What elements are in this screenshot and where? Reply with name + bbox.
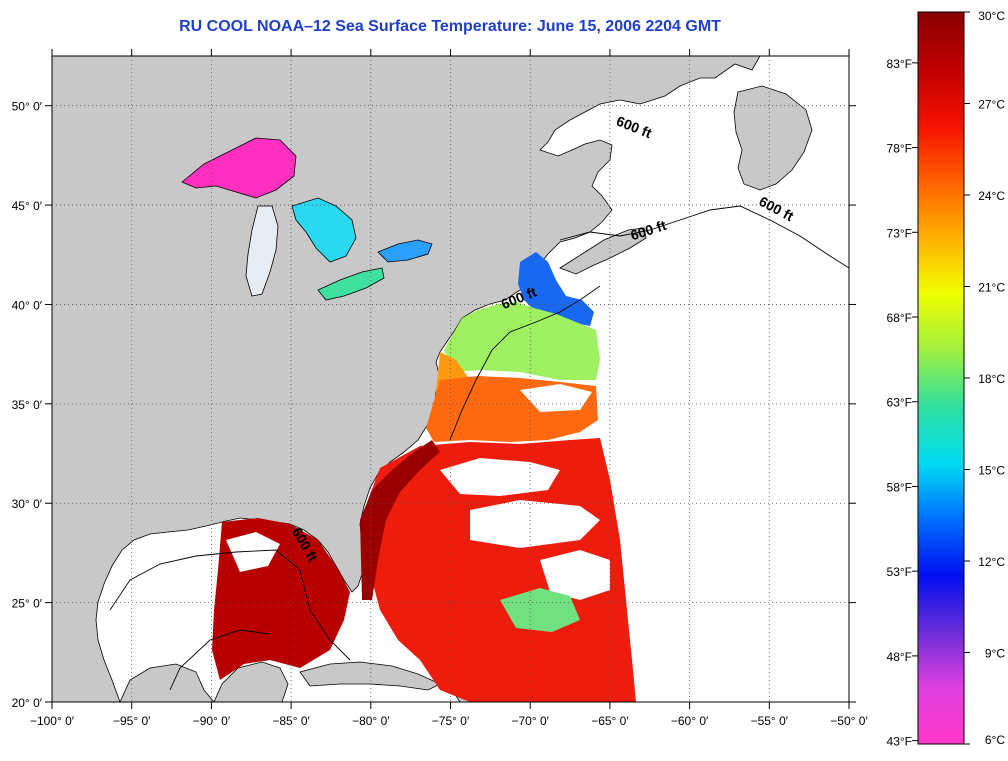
colorbar-fahrenheit-label: 68°F (887, 311, 912, 325)
lon-tick-label: −50° 0′ (830, 714, 868, 728)
lon-tick-label: −75° 0′ (432, 714, 470, 728)
cuba-land (299, 661, 441, 691)
lon-tick-label: −90° 0′ (193, 714, 231, 728)
colorbar-celsius-label: 27°C (978, 98, 1005, 112)
lon-tick-label: −65° 0′ (591, 714, 629, 728)
lake-michigan (245, 205, 279, 297)
lake-superior (181, 137, 297, 199)
isobath-600ft-gulf (109, 549, 351, 661)
lake-huron (291, 197, 357, 263)
lon-tick-label: −55° 0′ (751, 714, 789, 728)
colorbar-celsius-label: 24°C (978, 189, 1005, 203)
lon-tick-label: −95° 0′ (113, 714, 151, 728)
colorbar-celsius-label: 18°C (978, 372, 1005, 386)
colorbar: 30°C 27°C 24°C 21°C 18°C 15°C 12°C 9°C 6°C 83°F 78… (887, 9, 1006, 749)
lon-tick-label: −80° 0′ (352, 714, 390, 728)
lat-tick-label: 30° 0′ (12, 497, 43, 511)
yucatan-land (119, 663, 215, 702)
north-america-land (52, 56, 761, 702)
colorbar-celsius-label: 21°C (978, 281, 1005, 295)
colorbar-celsius-label: 9°C (985, 647, 1005, 661)
gulf-of-maine-sst (518, 252, 594, 326)
isobath-600ft-gulf-lower (169, 629, 271, 691)
colorbar-ticks: 30°C 27°C 24°C 21°C 18°C 15°C 12°C 9°C 6°C 83°F 78… (887, 9, 1006, 749)
colorbar-celsius-label: 15°C (978, 464, 1005, 478)
lon-tick-label: −70° 0′ (511, 714, 549, 728)
colorbar-fahrenheit-label: 83°F (887, 57, 912, 71)
colorbar-celsius-label: 30°C (978, 9, 1005, 23)
newfoundland-land (733, 85, 813, 191)
lat-tick-label: 50° 0′ (12, 100, 43, 114)
lat-tick-label: 40° 0′ (12, 298, 43, 312)
lat-tick-label: 20° 0′ (12, 696, 43, 710)
colorbar-fahrenheit-label: 58°F (887, 480, 912, 494)
colorbar-fahrenheit-label: 43°F (887, 735, 912, 749)
lat-tick-label: 25° 0′ (12, 597, 43, 611)
lat-tick-label: 45° 0′ (12, 199, 43, 213)
cool-eddy-patch (500, 588, 580, 632)
colorbar-fahrenheit-label: 73°F (887, 226, 912, 240)
yucatan-peninsula (213, 661, 289, 702)
cloud-patch (226, 532, 280, 572)
colorbar-fahrenheit-label: 48°F (887, 650, 912, 664)
lon-tick-label: −85° 0′ (272, 714, 310, 728)
lon-tick-label: −100° 0′ (30, 714, 75, 728)
isobath-600ft-north (559, 205, 849, 269)
colorbar-fahrenheit-label: 53°F (887, 565, 912, 579)
map-title: RU COOL NOAA–12 Sea Surface Temperature:… (179, 18, 721, 35)
lon-tick-label: −60° 0′ (671, 714, 709, 728)
lat-tick-label: 35° 0′ (12, 398, 43, 412)
colorbar-fahrenheit-label: 78°F (887, 142, 912, 156)
cloud-patch (440, 458, 560, 496)
colorbar-celsius-label: 12°C (978, 555, 1005, 569)
colorbar-fill (917, 11, 965, 745)
sst-swath-north (444, 302, 600, 380)
sst-swath-south (366, 438, 636, 702)
nova-scotia-land (559, 227, 647, 275)
isobath-600ft-shelf (449, 285, 601, 441)
lake-erie (317, 267, 385, 301)
sst-gulf-stream-core (360, 440, 440, 600)
colorbar-celsius-label: 6°C (985, 733, 1005, 747)
graticule (52, 56, 849, 702)
colorbar-fahrenheit-label: 63°F (887, 396, 912, 410)
axis-ticks: −100° 0′ −95° 0′ −90° 0′ −85° 0′ −80° 0′ −75°… (12, 49, 868, 728)
cloud-patch (520, 384, 592, 412)
cloud-patch (540, 550, 610, 600)
cloud-patch (470, 500, 600, 548)
lake-ontario (377, 239, 433, 263)
